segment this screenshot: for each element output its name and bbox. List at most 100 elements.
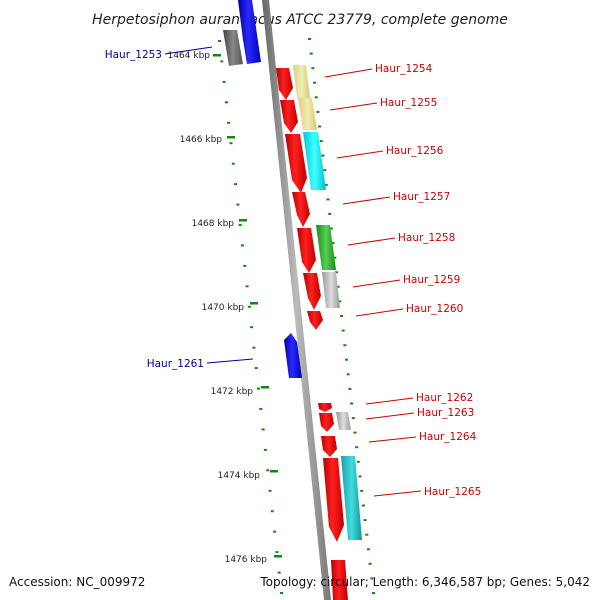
guide-dot [257,387,260,390]
guide-dot [270,510,274,513]
guide-dot [254,367,258,370]
gene-leader [206,358,254,364]
gene-label: Haur_1256 [386,145,444,157]
guide-dot [336,285,340,288]
tick-label: 1468 kbp [192,219,235,229]
gene-label: Haur_1258 [398,232,455,244]
gene-leader [365,412,415,420]
feature-box [293,65,310,98]
guide-dot [318,125,322,128]
guide-dot [365,533,369,536]
gene-arrow [319,413,334,432]
gene-label: Haur_1259 [403,274,460,286]
gene-haur-1254[interactable]: Haur_1254 [276,63,433,100]
guide-dot [238,224,242,226]
gene-arrow [280,100,298,133]
guide-dot [345,358,349,361]
gene-haur-1260[interactable]: Haur_1260 [307,303,463,330]
gene-arrow [318,403,332,412]
feature-box [303,132,326,190]
guide-dot [266,469,270,472]
gene-leader [336,150,384,159]
gene-arrow [307,311,323,330]
guide-dot [334,271,338,274]
gene-arrow [292,192,310,227]
guide-dot [313,81,317,84]
gene-leader [342,196,391,205]
gene-haur-1256[interactable]: Haur_1256 [285,134,444,193]
guide-dot [227,121,231,124]
gene-arrow [297,228,316,273]
guide-dot [350,402,354,405]
guide-dot [316,110,320,113]
gene-haur-1258[interactable]: Haur_1258 [297,228,455,273]
guide-dot [372,592,375,594]
guide-dot [241,244,244,247]
feature-box [336,412,351,430]
tick-mark [250,302,258,305]
tick-label: 1476 kbp [225,555,268,565]
guide-dot [236,203,240,206]
guide-dot [220,60,224,63]
guide-dot [323,169,327,172]
tick-label: 1466 kbp [180,135,223,145]
guide-dot [319,140,323,143]
gene-label: Haur_1264 [419,431,477,443]
guide-dot [309,52,313,55]
guide-dot [229,142,233,145]
gene-haur-1264[interactable]: Haur_1264 [321,431,477,457]
guide-dot [360,489,364,492]
guide-dot [247,305,251,308]
gene-haur-1262[interactable]: Haur_1262 [318,392,473,412]
gene-haur-1253[interactable]: Haur_1253 [105,0,261,66]
guide-dot [252,346,256,349]
tick-mark [239,219,247,222]
guide-dot [231,162,235,165]
guide-dot [328,212,332,215]
guide-dot [273,530,277,533]
gene-arrow-partial [331,560,348,600]
accession-label: Accession: NC_009972 [9,575,145,589]
feature-box [322,272,340,308]
tick-mark [261,386,269,389]
feature-box [341,456,362,540]
gene-label: Haur_1254 [375,63,433,75]
gene-leader [352,279,401,288]
tick-label: 1472 kbp [211,387,254,397]
gene-haur-1265[interactable]: Haur_1265 [323,458,481,542]
guide-dot [368,562,372,565]
guide-dot [224,101,228,104]
kbp-ticks: 1464 kbp 1466 kbp 1468 kbp 1470 kbp 1472… [168,51,282,565]
gene-arrow [284,333,302,378]
page-title: Herpetosiphon aurantiacus ATCC 23779, co… [92,12,508,28]
guide-dot [261,428,265,431]
genome-summary: Topology: circular; Length: 6,346,587 bp… [259,575,590,589]
guide-dot [321,154,325,157]
gene-arrow [323,458,344,542]
gene-haur-1255[interactable]: Haur_1255 [280,97,437,133]
guide-dot [370,577,374,580]
tick-mark [227,136,235,139]
guide-dot [218,40,221,42]
guide-dot [243,264,247,267]
guide-dot [341,329,345,332]
guide-dot [343,344,347,347]
guide-dot [340,315,343,317]
guide-dot [358,475,362,478]
guide-dot [361,504,365,507]
tick-mark [270,470,278,473]
guide-dot [280,592,283,594]
gene-label: Haur_1260 [406,303,463,315]
gene-label: Haur_1262 [416,392,473,404]
gene-haur-1259[interactable]: Haur_1259 [303,273,460,310]
gene-haur-1261[interactable]: Haur_1261 [147,333,302,378]
guide-dot [326,198,330,201]
gene-label: Haur_1253 [105,49,162,61]
genome-backbone [262,0,331,600]
gene-leader [373,490,422,497]
guide-dot [308,38,311,40]
guide-dot [348,387,352,390]
gene-haur-1263[interactable]: Haur_1263 [319,407,474,432]
scale-guides [218,38,375,594]
gene-haur-1257[interactable]: Haur_1257 [292,191,450,227]
